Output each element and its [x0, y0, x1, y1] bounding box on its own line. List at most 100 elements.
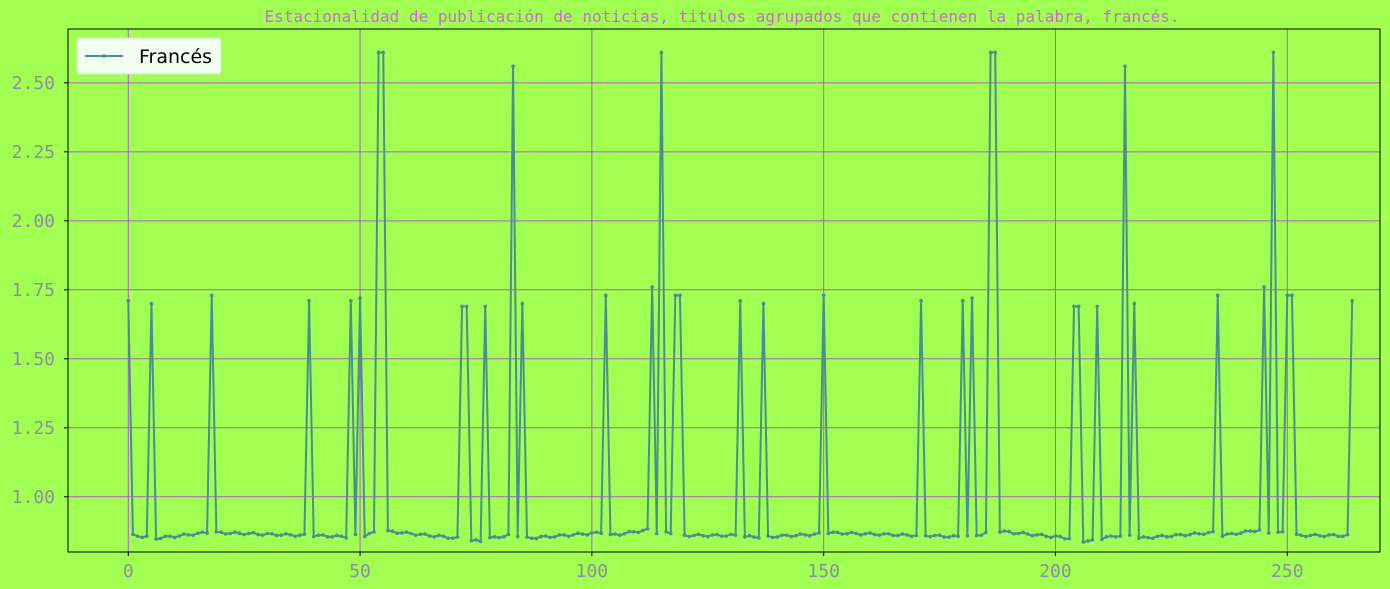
data-point: [641, 528, 645, 533]
data-point: [437, 533, 441, 538]
data-point: [349, 299, 353, 303]
data-point: [525, 535, 529, 539]
data-point: [974, 533, 979, 538]
data-point: [1313, 532, 1317, 537]
data-point: [1206, 530, 1211, 535]
data-point: [821, 293, 826, 298]
data-point: [789, 534, 794, 539]
data-point: [279, 533, 284, 537]
data-point: [613, 532, 617, 536]
data-point: [492, 535, 497, 539]
data-point: [965, 533, 970, 538]
data-point: [1257, 528, 1262, 532]
data-point: [914, 533, 919, 538]
data-point: [1053, 534, 1058, 538]
data-point: [1072, 304, 1076, 309]
data-point: [335, 533, 339, 538]
data-point: [780, 533, 784, 537]
data-point: [228, 531, 233, 536]
data-point: [288, 533, 293, 537]
data-point: [464, 304, 469, 309]
data-point: [960, 299, 965, 303]
data-point: [1151, 536, 1155, 540]
data-point: [455, 535, 460, 539]
data-point: [585, 533, 590, 537]
data-point: [849, 530, 854, 535]
data-point: [1304, 534, 1308, 539]
data-point: [302, 532, 307, 537]
data-point: [747, 533, 752, 538]
data-point: [984, 530, 988, 535]
data-point: [330, 535, 335, 539]
data-point: [376, 50, 381, 55]
data-point: [608, 532, 613, 537]
data-point: [1109, 534, 1113, 538]
data-point: [1155, 534, 1160, 539]
data-point: [386, 528, 390, 533]
data-point: [284, 531, 288, 536]
data-point: [506, 532, 511, 537]
data-point: [441, 534, 446, 539]
data-point: [1178, 532, 1183, 537]
y-axis-ticks: 1.00 1.25 1.50 1.75 2.00 2.25 2.50: [12, 73, 68, 508]
data-point: [432, 535, 437, 539]
data-point: [196, 531, 200, 536]
data-point: [1280, 530, 1285, 534]
data-point: [1044, 534, 1048, 539]
data-point: [205, 531, 209, 536]
data-point: [743, 535, 747, 539]
data-point: [418, 532, 423, 537]
data-point: [752, 535, 756, 539]
data-point: [1336, 534, 1341, 539]
data-point: [158, 536, 163, 541]
data-point: [1192, 531, 1197, 535]
data-point: [298, 533, 302, 537]
y-tick-label: 2.00: [12, 211, 55, 232]
data-point: [321, 533, 325, 537]
data-point: [548, 535, 552, 540]
data-point: [905, 533, 909, 537]
data-point: [715, 532, 719, 537]
x-axis-ticks: 0 50 100 150 200 250: [123, 552, 1304, 582]
data-point: [515, 534, 520, 539]
data-point: [993, 50, 998, 55]
data-point: [311, 534, 316, 539]
data-point: [979, 533, 984, 537]
data-point: [1220, 534, 1225, 539]
data-point: [937, 533, 942, 537]
data-point: [812, 532, 817, 536]
data-point: [872, 532, 877, 537]
data-point: [794, 533, 798, 538]
legend: Francés: [76, 37, 222, 75]
y-tick-label: 1.00: [12, 487, 55, 508]
data-point: [1090, 538, 1095, 542]
y-tick-label: 1.25: [12, 418, 55, 439]
data-point: [1030, 533, 1035, 538]
data-point: [247, 531, 251, 536]
data-point: [307, 299, 311, 303]
data-point: [566, 534, 571, 539]
data-point: [891, 533, 896, 538]
data-point: [826, 531, 831, 536]
y-tick-label: 2.50: [12, 73, 55, 94]
data-point: [599, 531, 603, 536]
data-point: [868, 531, 872, 535]
data-point: [798, 532, 803, 536]
data-point: [1317, 533, 1322, 538]
x-tick-label: 100: [576, 561, 609, 582]
data-point: [692, 533, 696, 538]
data-point: [1123, 64, 1127, 69]
data-point: [1225, 532, 1229, 536]
data-point: [636, 530, 641, 535]
data-point: [539, 534, 543, 539]
x-tick-label: 0: [123, 561, 134, 582]
data-point: [696, 532, 701, 537]
data-point: [413, 533, 418, 537]
data-point: [877, 533, 882, 537]
data-point: [126, 299, 131, 303]
data-point: [534, 536, 539, 541]
data-point: [1211, 529, 1215, 534]
data-point: [1266, 531, 1271, 535]
data-point: [682, 533, 687, 537]
